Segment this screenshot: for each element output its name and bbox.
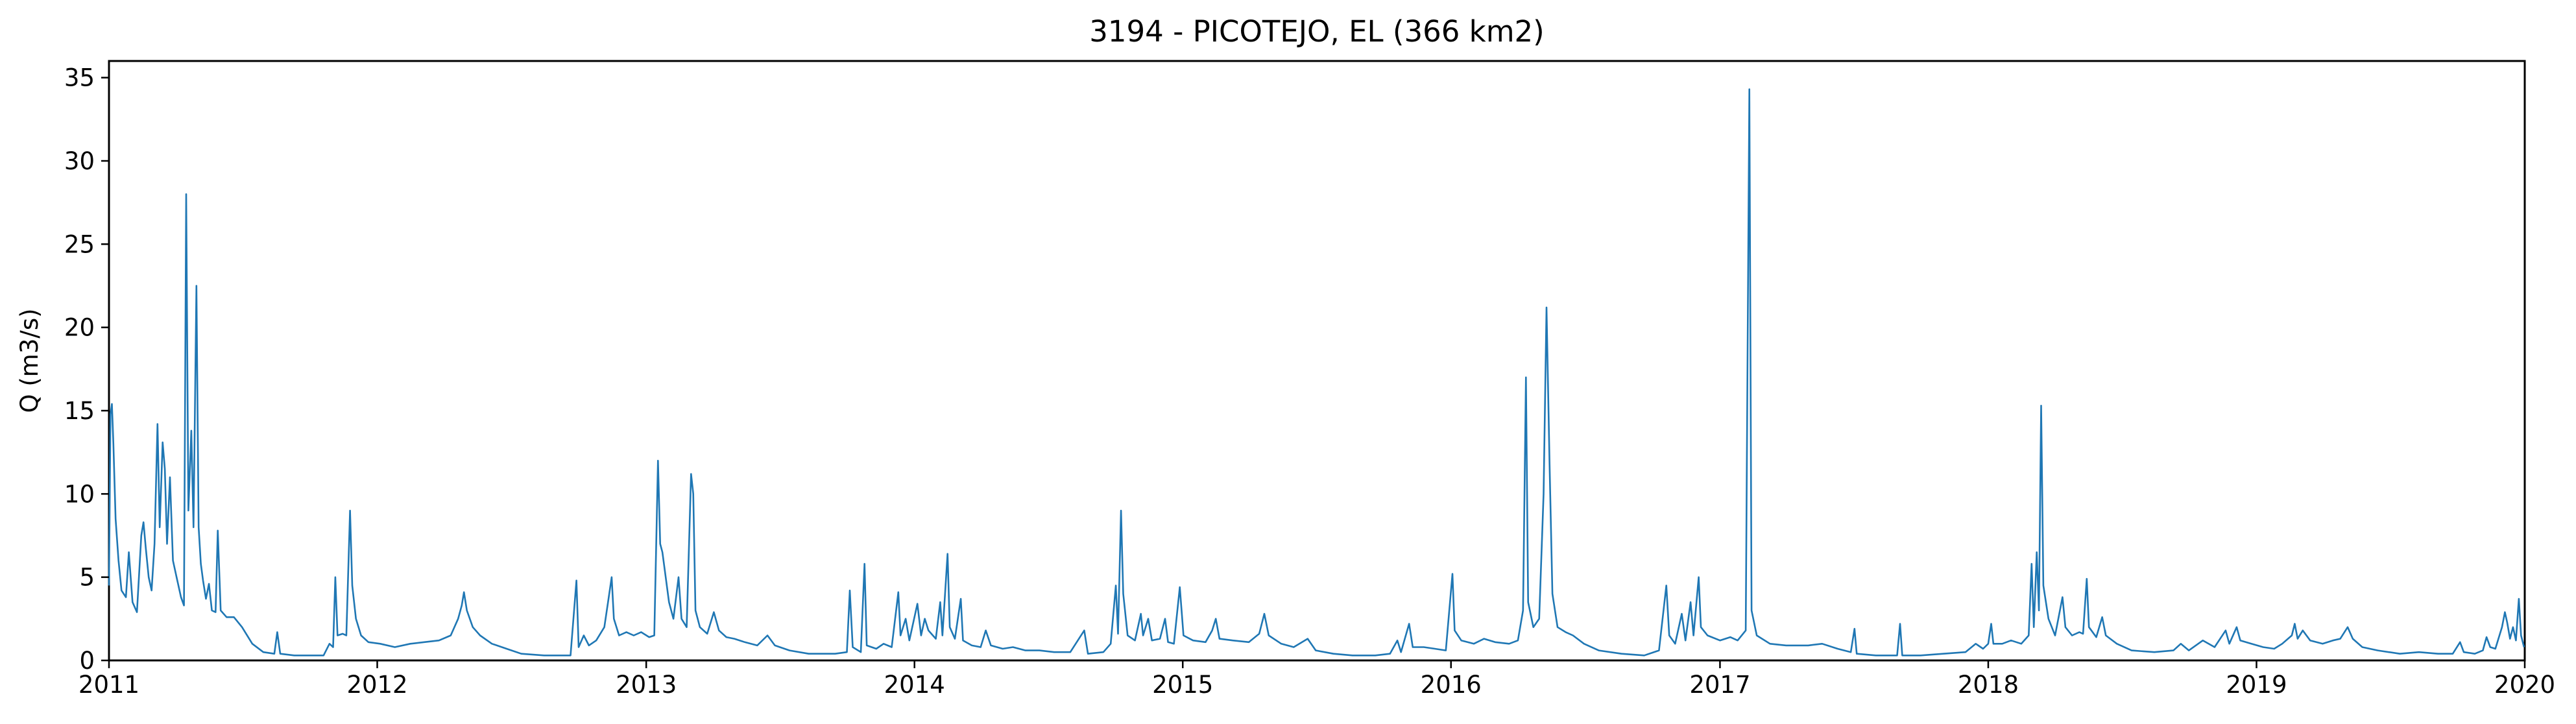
y-tick-label: 20 — [64, 314, 95, 342]
y-tick-label: 10 — [64, 480, 95, 508]
y-tick-label: 5 — [79, 564, 95, 592]
x-axis: 2011 2012 2013 2014 2015 2016 2017 2018 2019 2020 — [78, 660, 2555, 699]
y-tick-label: 30 — [64, 147, 95, 175]
y-axis-label: Q (m3/s) — [16, 308, 43, 413]
y-tick-label: 25 — [64, 230, 95, 258]
x-tick-label: 2019 — [2226, 671, 2287, 699]
chart-title: 3194 - PICOTEJO, EL (366 km2) — [1089, 14, 1544, 49]
x-tick-label: 2014 — [884, 671, 945, 699]
y-tick-label: 35 — [64, 64, 95, 92]
y-tick-label: 15 — [64, 397, 95, 425]
x-tick-label: 2012 — [346, 671, 407, 699]
x-tick-label: 2013 — [616, 671, 677, 699]
x-tick-label: 2018 — [1958, 671, 2019, 699]
x-tick-label: 2020 — [2494, 671, 2555, 699]
discharge-series-line — [108, 88, 2525, 657]
x-tick-label: 2015 — [1152, 671, 1213, 699]
y-tick-label: 0 — [79, 647, 95, 675]
x-tick-label: 2011 — [78, 671, 139, 699]
plot-area — [108, 60, 2526, 662]
axes-frame — [108, 60, 2526, 662]
x-tick-label: 2017 — [1689, 671, 1750, 699]
y-axis: 0 5 10 15 20 25 30 35 — [64, 64, 109, 675]
x-tick-label: 2016 — [1421, 671, 1482, 699]
